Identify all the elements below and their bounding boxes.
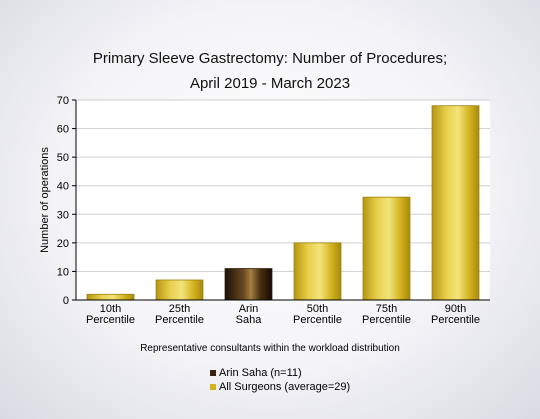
legend-item-arin-saha: Arin Saha (n=11) xyxy=(210,366,350,380)
labels: 01020304050607010thPercentile25thPercent… xyxy=(39,95,480,326)
x-tick-label: 75th xyxy=(376,303,397,315)
chart-title: Primary Sleeve Gastrectomy: Number of Pr… xyxy=(92,50,448,67)
y-tick-label: 40 xyxy=(57,181,69,193)
x-tick-label: Saha xyxy=(236,314,263,326)
x-tick-label: Arin xyxy=(239,303,259,315)
y-tick-label: 20 xyxy=(57,238,69,250)
x-tick-label: Percentile xyxy=(155,314,204,326)
bars xyxy=(86,105,480,301)
y-tick-label: 0 xyxy=(63,295,69,307)
bar-5 xyxy=(431,105,480,301)
y-tick-label: 60 xyxy=(57,124,69,136)
bar-0 xyxy=(86,293,135,301)
x-tick-label: Percentile xyxy=(431,314,480,326)
legend-swatch-dark xyxy=(210,370,216,376)
x-tick-label: 25th xyxy=(169,303,190,315)
axes xyxy=(72,99,490,301)
legend-label: Arin Saha (n=11) xyxy=(219,367,302,379)
y-tick-label: 10 xyxy=(57,266,69,278)
x-tick-label: 50th xyxy=(307,303,328,315)
bar-2 xyxy=(224,268,273,301)
bar-3 xyxy=(293,242,342,301)
y-tick-label: 50 xyxy=(57,152,69,164)
x-tick-label: Percentile xyxy=(86,314,135,326)
legend-label: All Surgeons (average=29) xyxy=(219,381,351,393)
legend: Arin Saha (n=11) All Surgeons (average=2… xyxy=(210,366,350,394)
legend-swatch-gold xyxy=(210,384,216,390)
x-tick-label: Percentile xyxy=(362,314,411,326)
x-tick-label: 90th xyxy=(445,303,466,315)
legend-item-all-surgeons: All Surgeons (average=29) xyxy=(210,380,350,394)
bar-1 xyxy=(155,279,204,301)
y-axis-label: Number of operations xyxy=(39,147,51,253)
plot-background xyxy=(76,100,490,300)
y-tick-label: 30 xyxy=(57,209,69,221)
grid xyxy=(76,99,490,300)
x-axis-label: Representative consultants within the wo… xyxy=(140,343,400,354)
x-tick-label: 10th xyxy=(100,303,121,315)
x-tick-label: Percentile xyxy=(293,314,342,326)
y-tick-label: 70 xyxy=(57,95,69,107)
bar-4 xyxy=(362,196,411,301)
chart-subtitle: April 2019 - March 2023 xyxy=(189,75,351,92)
